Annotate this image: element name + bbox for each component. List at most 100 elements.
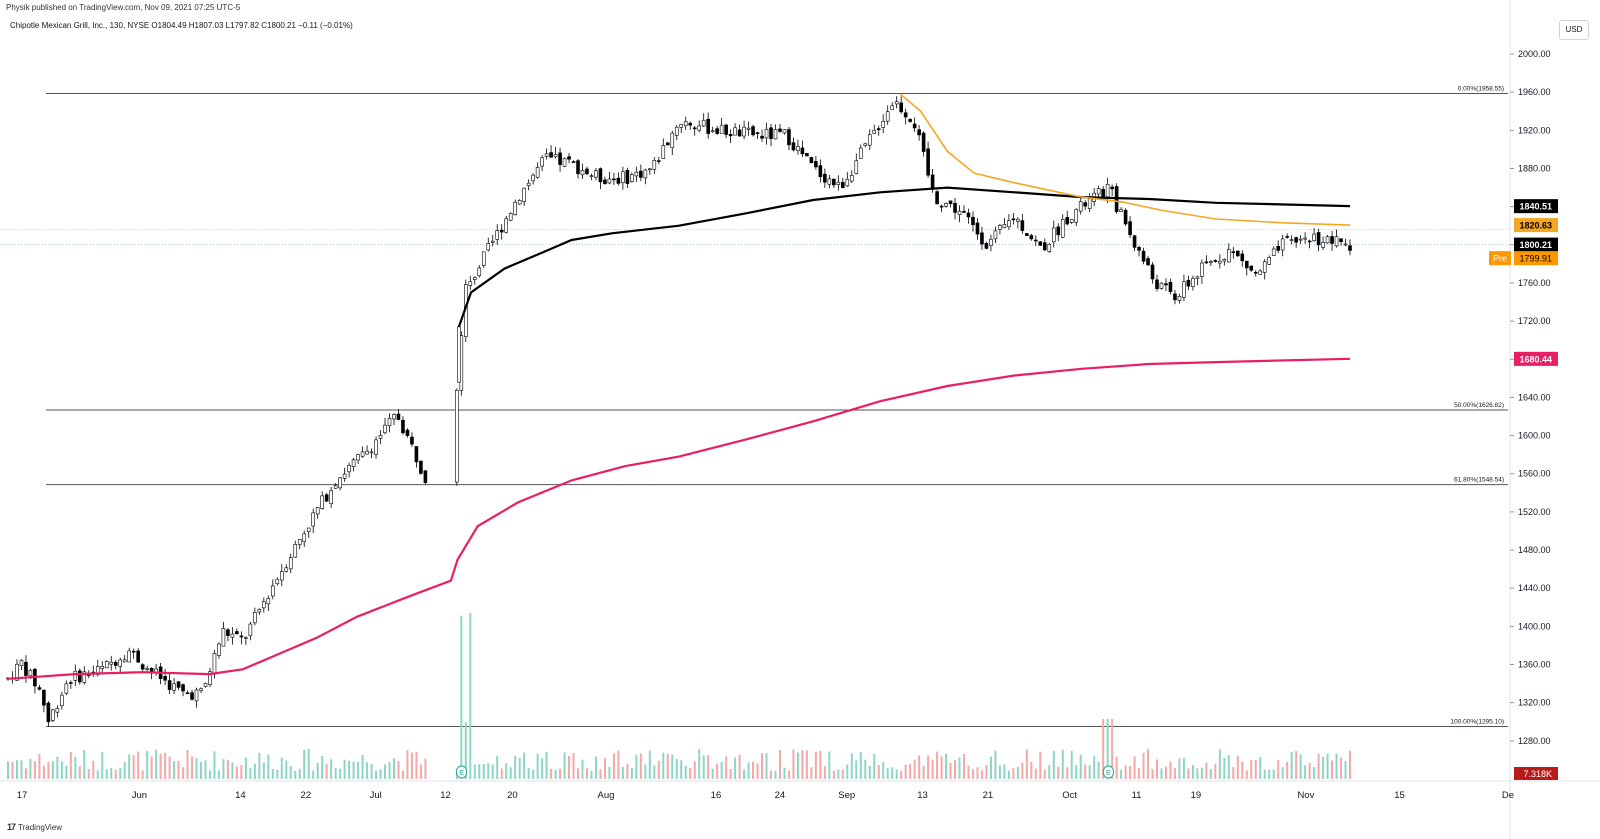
candle [374,436,378,459]
candle [849,170,854,184]
candle [1195,275,1200,286]
volume-bar [74,756,77,779]
candle-body [311,512,316,527]
candle-body [589,175,594,177]
candle [526,179,531,191]
earnings-marker[interactable]: E [456,765,468,779]
volume-bar [1295,750,1298,779]
volume-bar [1308,762,1311,779]
candle [957,205,962,223]
volume-bar [841,769,844,779]
candle-body [1240,253,1245,262]
candle-body [867,134,872,146]
volume-bar [29,758,32,779]
candle-body [643,169,648,179]
volume-bar [334,767,337,779]
candle-body [1294,237,1298,243]
volume-bar [1232,767,1235,779]
volume-bar [348,760,351,779]
volume-bar [559,768,562,779]
volume-bar [146,751,149,779]
candle-body [1276,246,1280,251]
volume-bar [410,752,413,779]
candle [477,265,482,278]
candle-body [553,154,558,157]
candle-body [69,682,73,684]
candle [975,218,980,240]
currency-button[interactable]: USD [1559,20,1589,40]
candle [661,138,666,159]
candle [1159,282,1164,290]
volume-bar [1169,761,1172,779]
candle [1258,269,1263,275]
candle [320,491,324,510]
volume-bar [980,770,983,779]
candle [1209,259,1213,267]
candle-body [800,147,805,155]
candle [603,176,607,185]
y-tick-label: 1720.00 [1518,316,1551,326]
volume-bar [509,767,512,779]
candle-body [1029,235,1034,240]
candle [630,172,634,183]
candle [517,199,522,205]
candle [1110,184,1114,197]
candle [1253,270,1258,277]
candle [1155,274,1159,292]
candle-body [517,200,522,205]
candle [1069,219,1074,225]
candle [1034,235,1038,246]
candle-body [1280,238,1285,251]
candle [414,446,419,468]
label-close-price: 1800.21 [1519,240,1552,250]
candle-body [1060,219,1065,238]
volume-bar [343,759,346,779]
tradingview-logo[interactable]: 17 TradingView [7,822,62,832]
candle-body [1303,237,1307,240]
candle-body [217,643,221,656]
volume-bar [496,755,499,779]
candle-body [1155,279,1159,290]
candle [423,470,428,485]
candle-body [118,659,123,667]
candle-body [329,490,333,505]
candle [1227,243,1231,263]
x-tick-label: 20 [507,790,518,801]
volume-bar [743,769,746,779]
x-tick-label: 16 [711,790,722,801]
volume-bar [419,764,422,779]
candle [1025,233,1029,236]
candle-body [275,578,280,585]
candle [800,140,805,158]
earnings-marker[interactable]: E [1102,765,1114,779]
volume-bar [208,770,211,779]
candle-body [1087,198,1092,209]
candle-body [194,689,199,702]
volume-bar [1259,757,1262,779]
candle [1235,250,1240,257]
candle [486,237,491,252]
candle [253,607,257,626]
candle-body [849,175,854,182]
candle-body [598,168,603,183]
candle [710,126,715,133]
volume-bar [375,770,378,779]
candle-body [24,661,28,676]
x-tick-label: Nov [1297,790,1314,801]
candle-body [1096,188,1101,195]
candle [639,164,643,182]
candle [908,118,912,123]
volume-bar [1133,756,1136,779]
candle-body [1285,236,1289,238]
candle [674,124,679,141]
volume-bar [581,759,584,779]
volume-bar [244,757,247,779]
candle-body [1007,220,1011,228]
volume-bar [1025,749,1028,779]
candle-body [472,277,477,280]
candle [1173,289,1177,305]
volume-bar [532,769,535,779]
candle-body [939,205,944,208]
volume-bar [814,751,817,779]
